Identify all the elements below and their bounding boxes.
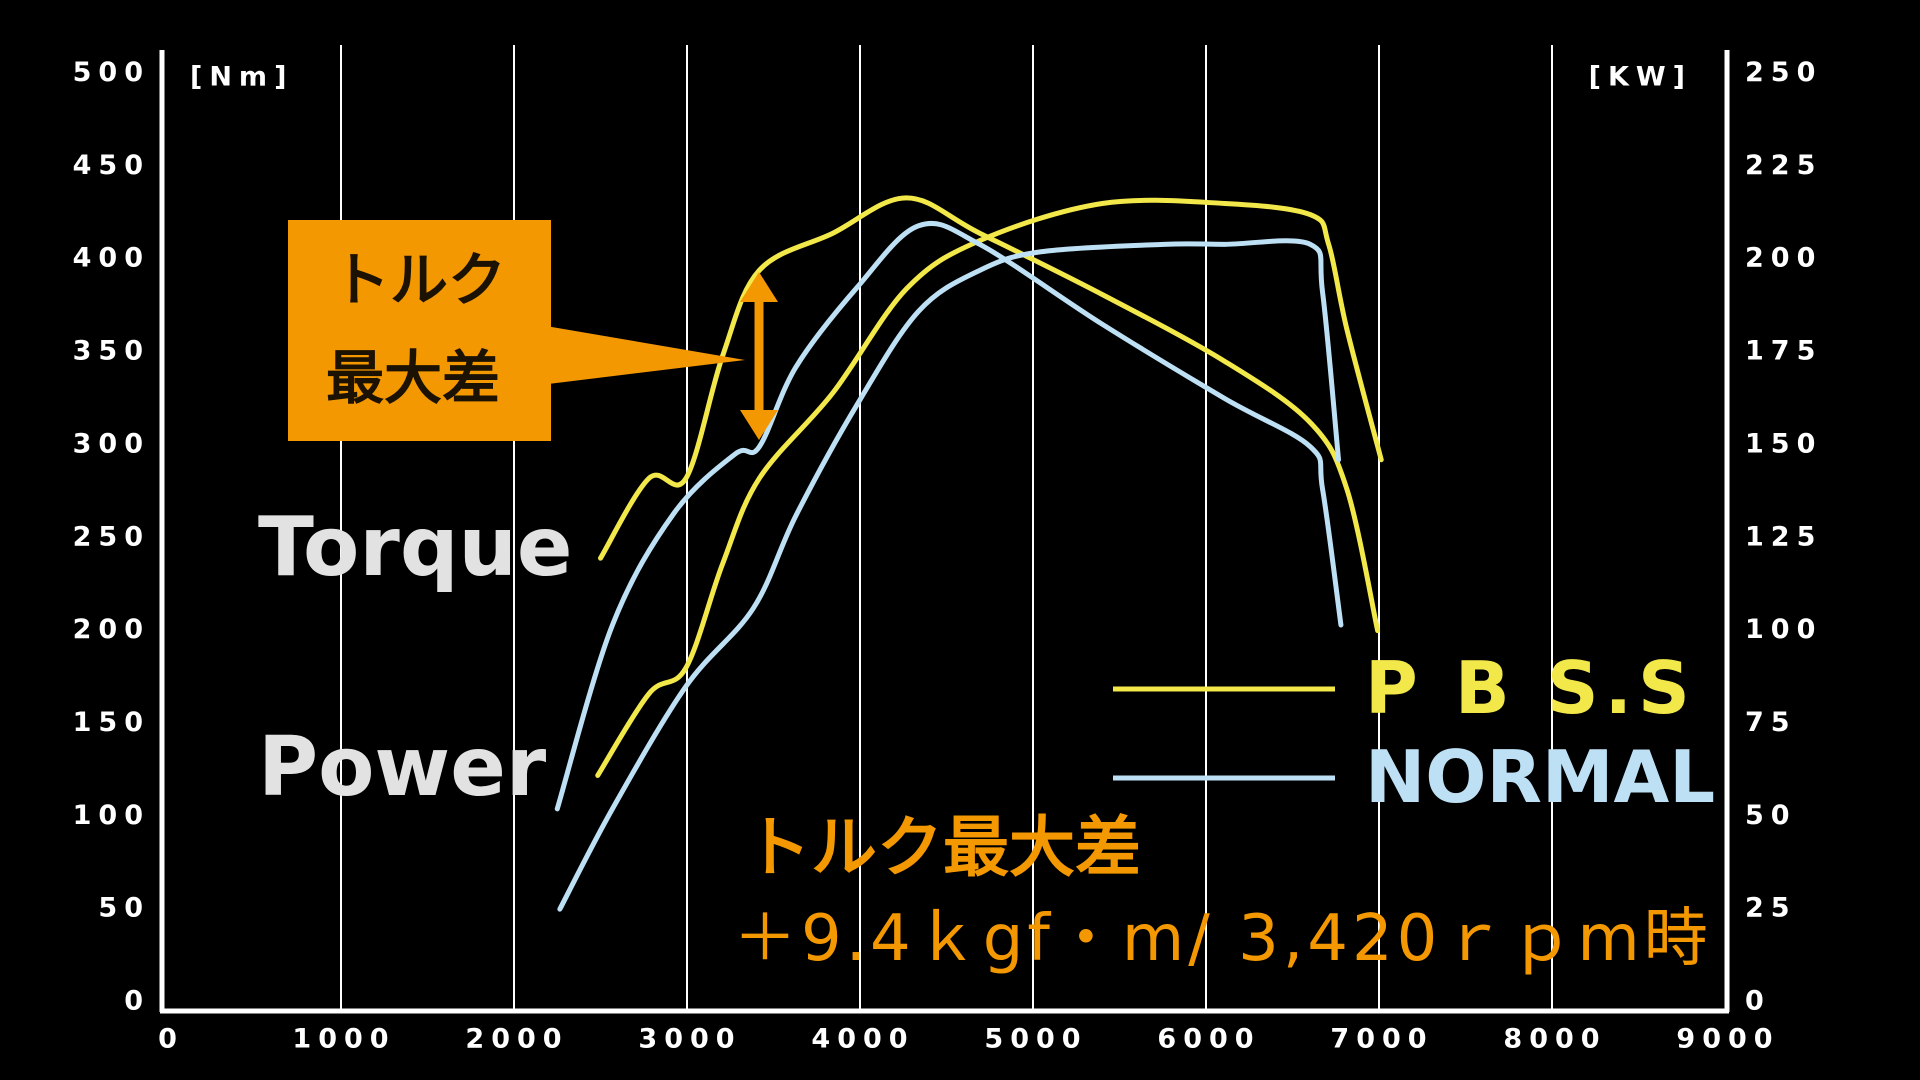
y-axis-unit: [Nm] — [190, 62, 293, 93]
callout-text: 最大差 — [326, 344, 500, 412]
callout-text: トルク — [332, 246, 506, 314]
legend-label: P B S.S — [1365, 646, 1696, 730]
x-tick-label: 3000 — [638, 1024, 741, 1055]
x-tick-label: 5000 — [984, 1024, 1087, 1055]
y-tick-label: 250 — [73, 521, 150, 552]
x-tick-label: 6000 — [1157, 1024, 1260, 1055]
power-label: Power — [258, 720, 547, 815]
x-tick-label: 8000 — [1503, 1024, 1606, 1055]
note-value: ＋9.4ｋgf・m/ 3,420ｒｐm時 — [733, 902, 1712, 976]
y-tick-label: 400 — [73, 243, 150, 274]
grid: 0 1000 2000 3000 4000 5000 6000 7000 8000 9000050… — [73, 45, 1822, 1055]
y-tick-label: 500 — [73, 57, 150, 88]
x-tick-label: 4000 — [811, 1024, 914, 1055]
y-tick-label: 300 — [73, 428, 150, 459]
y2-tick-label: 0 — [1745, 986, 1771, 1017]
x-tick-label: 2000 — [465, 1024, 568, 1055]
y2-tick-label: 125 — [1745, 521, 1822, 552]
callout-box — [288, 220, 551, 441]
y2-tick-label: 50 — [1745, 800, 1797, 831]
x-tick-label: 1000 — [292, 1024, 395, 1055]
x-tick-label: 0 — [158, 1024, 184, 1055]
lines — [554, 195, 1384, 912]
y2-tick-label: 25 — [1745, 893, 1797, 924]
y2-tick-label: 150 — [1745, 428, 1822, 459]
y2-tick-label: 75 — [1745, 707, 1797, 738]
legend-label: NORMAL — [1365, 735, 1715, 819]
torque-label: Torque — [258, 500, 573, 595]
x-tick-label: 9000 — [1676, 1024, 1779, 1055]
torque-line — [598, 195, 1381, 634]
y2-tick-label: 250 — [1745, 57, 1822, 88]
y-tick-label: 150 — [73, 707, 150, 738]
power-line — [557, 238, 1342, 912]
power-line — [595, 197, 1384, 778]
difference-arrow — [740, 272, 778, 440]
y2-tick-label: 100 — [1745, 614, 1822, 645]
note-title: トルク最大差 — [745, 809, 1141, 886]
y-tick-label: 200 — [73, 614, 150, 645]
y-tick-label: 100 — [73, 800, 150, 831]
y-tick-label: 0 — [124, 986, 150, 1017]
y2-axis-unit: [KW] — [1589, 62, 1692, 93]
torque-line — [554, 220, 1344, 812]
y2-tick-label: 175 — [1745, 336, 1822, 367]
x-tick-label: 7000 — [1330, 1024, 1433, 1055]
y-tick-label: 50 — [98, 893, 150, 924]
y2-tick-label: 200 — [1745, 243, 1822, 274]
y2-tick-label: 225 — [1745, 150, 1822, 181]
y-tick-label: 450 — [73, 150, 150, 181]
y-tick-label: 350 — [73, 336, 150, 367]
callout-pointer — [540, 325, 745, 385]
